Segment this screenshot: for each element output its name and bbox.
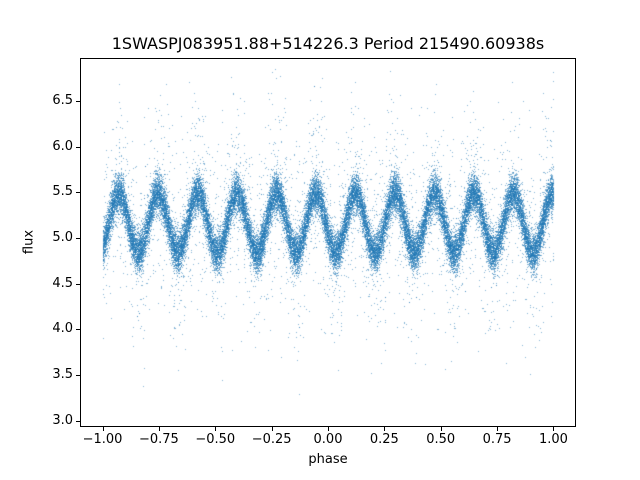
y-tick-mark bbox=[76, 329, 80, 331]
x-tick-label: 0.75 bbox=[482, 432, 512, 447]
x-tick-label: −0.50 bbox=[195, 432, 236, 447]
x-tick-mark bbox=[384, 427, 386, 431]
x-tick-mark bbox=[215, 427, 217, 431]
chart-title: 1SWASPJ083951.88+514226.3 Period 215490.… bbox=[111, 34, 545, 53]
x-tick-label: 1.00 bbox=[538, 432, 568, 447]
x-tick-mark bbox=[440, 427, 442, 431]
x-tick-label: −0.75 bbox=[138, 432, 179, 447]
y-tick-mark bbox=[76, 146, 80, 148]
y-tick-mark bbox=[76, 237, 80, 239]
x-tick-label: −0.25 bbox=[251, 432, 292, 447]
x-tick-mark bbox=[553, 427, 555, 431]
y-tick-label: 3.5 bbox=[52, 366, 73, 382]
x-axis-label: phase bbox=[308, 452, 348, 467]
y-tick-label: 4.5 bbox=[52, 275, 73, 291]
y-tick-label: 4.0 bbox=[52, 321, 73, 337]
y-tick-label: 3.0 bbox=[52, 412, 73, 428]
x-tick-mark bbox=[271, 427, 273, 431]
y-tick-label: 5.5 bbox=[52, 184, 73, 200]
x-tick-mark bbox=[158, 427, 160, 431]
x-tick-label: −1.00 bbox=[82, 432, 123, 447]
y-tick-mark bbox=[76, 374, 80, 376]
y-tick-mark bbox=[76, 283, 80, 285]
y-tick-label: 5.0 bbox=[52, 229, 73, 245]
y-tick-mark bbox=[76, 100, 80, 102]
y-tick-label: 6.0 bbox=[52, 138, 73, 154]
y-axis-label: flux bbox=[21, 229, 37, 255]
x-tick-label: 0.00 bbox=[313, 432, 343, 447]
x-tick-mark bbox=[328, 427, 329, 431]
x-tick-mark bbox=[102, 427, 104, 431]
y-tick-mark bbox=[76, 420, 80, 422]
x-tick-mark bbox=[497, 427, 499, 431]
x-tick-label: 0.25 bbox=[369, 432, 399, 447]
y-tick-label: 6.5 bbox=[52, 92, 73, 108]
x-tick-label: 0.50 bbox=[426, 432, 456, 447]
y-tick-mark bbox=[76, 192, 80, 194]
